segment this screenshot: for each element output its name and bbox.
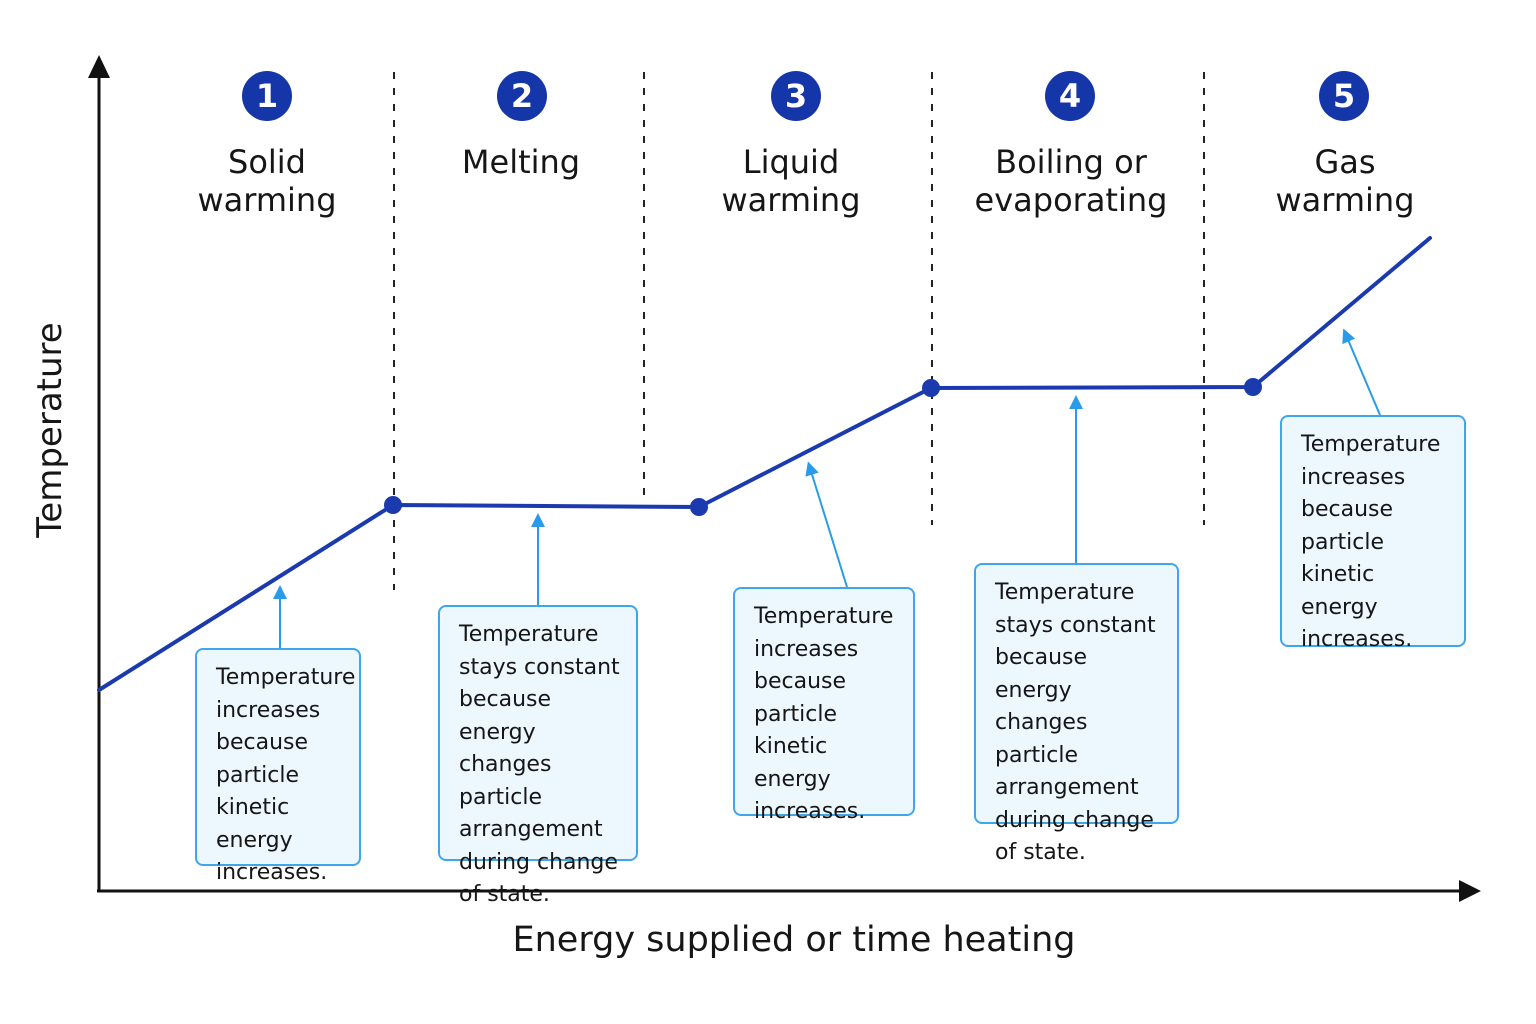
- stage-3-number-badge: 3: [771, 71, 821, 121]
- stage-2-title: Melting: [461, 143, 581, 181]
- note-gas-warming: Temperature increases because particle k…: [1280, 415, 1466, 652]
- pointer-arrow-3: [805, 461, 848, 588]
- stage-4-number-badge: 4: [1045, 71, 1095, 121]
- x-axis-arrowhead: [1459, 880, 1481, 902]
- note-solid-warming: Temperature increases because particle k…: [195, 648, 361, 885]
- note-liquid-warming: Temperature increases because particle k…: [733, 587, 915, 824]
- curve-point-melting-end: [690, 498, 708, 516]
- curve-point-boiling-start: [922, 379, 940, 397]
- stage-3-title: Liquid warming: [721, 143, 861, 219]
- note-melting: Temperature stays constant because energ…: [438, 605, 638, 907]
- pointer-arrow-5: [1342, 328, 1381, 416]
- stage-4-title: Boiling or evaporating: [974, 143, 1168, 219]
- note-boiling: Temperature stays constant because energ…: [974, 563, 1179, 865]
- stage-1-number-badge: 1: [242, 71, 292, 121]
- stage-5-number-badge: 5: [1319, 71, 1369, 121]
- stage-2-number-badge: 2: [497, 71, 547, 121]
- x-axis-label: Energy supplied or time heating: [512, 920, 1076, 960]
- y-axis-arrowhead: [88, 55, 110, 78]
- curve-point-boiling-end: [1244, 378, 1262, 396]
- stage-1-title: Solid warming: [197, 143, 337, 219]
- curve-point-melting-start: [384, 496, 402, 514]
- y-axis-label: Temperature: [30, 322, 70, 538]
- heating-curve: [97, 236, 1432, 692]
- stage-5-title: Gas warming: [1275, 143, 1415, 219]
